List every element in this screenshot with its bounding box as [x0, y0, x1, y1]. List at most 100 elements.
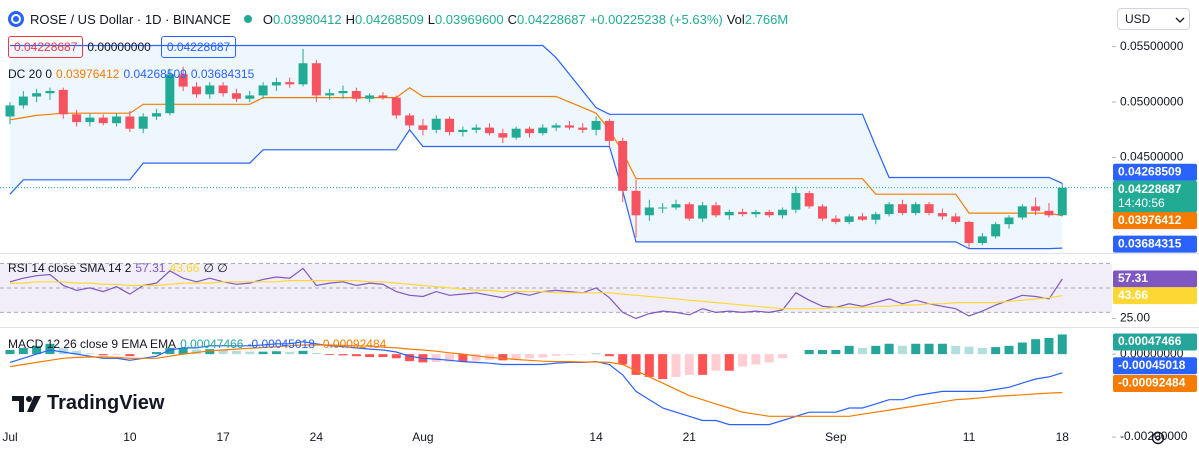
dc-line: [9, 86, 1063, 217]
series-tag-bg: [1113, 357, 1197, 375]
histogram-bar: [285, 352, 295, 355]
ohlc-key: H: [345, 11, 356, 27]
histogram-bar: [564, 354, 574, 355]
channel-lower-tag-bg: [1113, 235, 1197, 253]
indicator-extra: ∅ ∅: [203, 261, 228, 275]
buy-button[interactable]: 0.04228687: [160, 36, 237, 58]
sell-button[interactable]: 0.04228687: [8, 36, 84, 58]
dc-line: [9, 128, 1063, 250]
x-tick-label: 18: [1056, 430, 1070, 444]
histogram-bar: [897, 345, 907, 355]
candle-body: [911, 204, 921, 214]
histogram-bar: [764, 354, 774, 363]
histogram-bar: [271, 351, 281, 355]
x-tick-label: 21: [683, 430, 697, 444]
histogram-bar: [991, 347, 1001, 355]
histogram-bar: [218, 349, 228, 355]
candle-body: [551, 125, 561, 128]
candle-body: [325, 93, 335, 96]
histogram-bar: [937, 343, 947, 355]
histogram-bar: [45, 343, 55, 355]
candle-body: [85, 117, 95, 123]
histogram-bar: [178, 347, 188, 355]
candle-body: [511, 128, 521, 138]
candle-body: [964, 221, 974, 244]
candle-body: [138, 116, 148, 129]
histogram-bar: [391, 354, 401, 359]
symbol-title: ROSE / US Dollar · 1D · BINANCE: [30, 11, 231, 27]
vol-value: 2.766M: [744, 11, 789, 27]
histogram-bar: [698, 354, 708, 375]
histogram-bar: [857, 347, 867, 355]
indicator-title: MACD 12 26 close 9 EMA EMA: [8, 337, 177, 351]
series-tag-bg: [1113, 287, 1197, 305]
settings-icon[interactable]: [1151, 431, 1165, 445]
macd-line: [9, 341, 1063, 426]
currency-select[interactable]: USD: [1117, 8, 1190, 30]
histogram-bar: [445, 354, 455, 362]
histogram-bar: [152, 352, 162, 355]
candle-body: [698, 205, 708, 219]
candle-body: [112, 116, 122, 124]
candle-body: [631, 190, 641, 216]
candle-body: [365, 95, 375, 99]
y-tick-label: -0.00200000: [1120, 429, 1188, 443]
candle-body: [258, 85, 268, 96]
candle-body: [791, 193, 801, 210]
histogram-bar: [298, 350, 308, 355]
x-tick-label: 10: [123, 430, 137, 444]
candle-body: [578, 127, 588, 130]
candle-body: [711, 205, 721, 216]
x-tick-label: Aug: [412, 430, 433, 444]
y-tick-label: 25.00: [1120, 311, 1150, 325]
histogram-bar: [818, 349, 828, 355]
candle-body: [738, 211, 748, 215]
histogram-bar: [951, 345, 961, 355]
histogram-bar: [471, 354, 481, 361]
symbol-logo: [8, 11, 24, 27]
histogram-bar: [671, 354, 681, 377]
rsi-line: [9, 267, 1063, 320]
brand-logo: TradingView: [12, 392, 164, 415]
histogram-bar: [884, 343, 894, 355]
candle-body: [591, 120, 601, 130]
histogram-bar: [604, 354, 614, 357]
candle-body: [205, 85, 215, 95]
histogram-bar: [631, 354, 641, 375]
indicator-value: 0.00047466: [180, 337, 244, 351]
brand-icon: [12, 395, 41, 412]
candle-body: [311, 63, 321, 96]
candle-body: [764, 211, 774, 216]
histogram-bar: [1044, 337, 1054, 355]
countdown: 14:40:56: [1118, 196, 1165, 210]
histogram-bar: [325, 354, 335, 355]
channel-upper-tag-bg: [1113, 163, 1197, 181]
histogram-bar: [498, 354, 508, 361]
series-tag: -0.00045018: [1118, 358, 1186, 372]
candle-body: [857, 216, 867, 220]
indicator-title: RSI 14 close SMA 14 2: [8, 261, 132, 275]
indicator-value: 0.04268509: [123, 67, 187, 81]
currency: USD: [1125, 12, 1151, 26]
histogram-bar: [538, 354, 548, 358]
x-tick-label: 24: [310, 430, 324, 444]
candle-body: [991, 224, 1001, 237]
candle-body: [485, 127, 495, 134]
histogram-bar: [1031, 339, 1041, 355]
candle-body: [178, 74, 188, 87]
channel-basis-tag-bg: [1113, 212, 1197, 230]
x-tick-label: 11: [963, 430, 976, 444]
histogram-bar: [191, 349, 201, 355]
candle-body: [165, 74, 175, 114]
histogram-bar: [658, 354, 668, 379]
histogram-bar: [32, 345, 42, 355]
candle-body: [231, 93, 241, 99]
histogram-bar: [964, 346, 974, 355]
histogram-bar: [231, 350, 241, 355]
x-tick-label: Jul: [2, 430, 17, 444]
candle-body: [32, 93, 42, 97]
histogram-bar: [804, 349, 814, 355]
candle-body: [1057, 187, 1067, 216]
channel-upper-tag: 0.04268509: [1118, 164, 1182, 178]
series-tag-bg: [1113, 270, 1197, 288]
